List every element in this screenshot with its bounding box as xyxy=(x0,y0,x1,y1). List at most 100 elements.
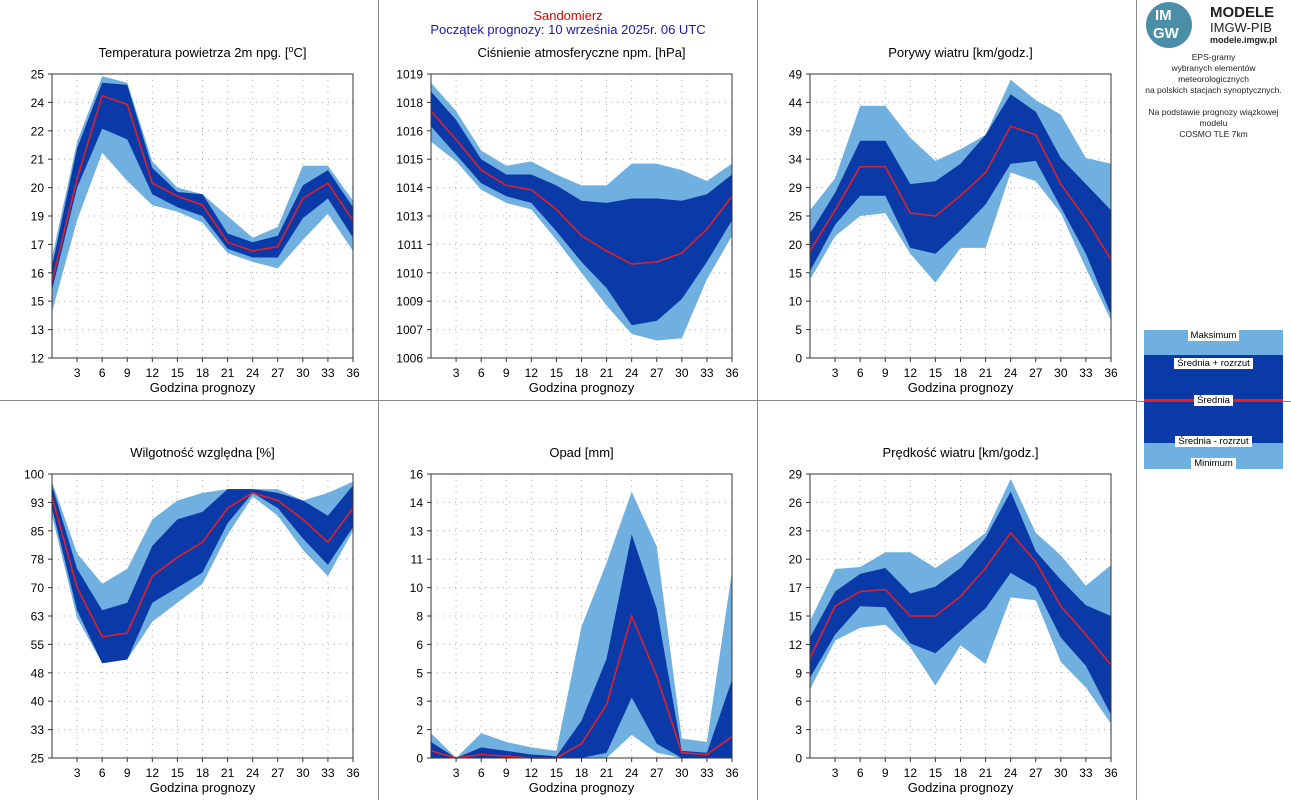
y-tick-label: 48 xyxy=(31,666,45,680)
station-name: Sandomierz xyxy=(533,8,603,23)
imgw-logo: IM GW MODELE IMGW-PIB modele.imgw.pl xyxy=(1146,2,1286,48)
y-tick-label: 63 xyxy=(31,610,45,624)
x-axis-label: Godzina prognozy xyxy=(529,780,635,795)
x-tick-label: 21 xyxy=(600,366,614,380)
y-tick-label: 15 xyxy=(789,610,803,624)
y-tick-label: 100 xyxy=(24,468,44,482)
y-tick-label: 1007 xyxy=(396,323,423,337)
x-tick-label: 30 xyxy=(675,766,689,780)
x-tick-label: 24 xyxy=(625,766,639,780)
x-tick-label: 27 xyxy=(650,766,664,780)
forecast-start: Początek prognozy: 10 września 2025r. 06… xyxy=(430,22,706,37)
chart-panel-2: Ciśnienie atmosferyczne npm. [hPa] 1006 10… xyxy=(396,45,739,395)
x-tick-label: 33 xyxy=(321,766,335,780)
x-tick-label: 18 xyxy=(575,366,589,380)
mean-line xyxy=(51,492,354,638)
y-tick-label: 25 xyxy=(31,752,45,766)
x-axis-label: Godzina prognozy xyxy=(908,780,1014,795)
chart-panel-1: Temperatura powietrza 2m npg. [oC] 12 13 15… xyxy=(31,44,360,395)
x-tick-label: 30 xyxy=(296,766,310,780)
legend-max: Maksimum xyxy=(1187,330,1240,341)
x-tick-label: 3 xyxy=(832,366,839,380)
y-tick-label: 85 xyxy=(31,524,45,538)
x-tick-label: 6 xyxy=(99,366,106,380)
band-spread xyxy=(810,94,1111,315)
x-tick-label: 3 xyxy=(74,366,81,380)
y-tick-label: 25 xyxy=(31,68,45,82)
x-tick-label: 6 xyxy=(857,766,864,780)
y-tick-label: 10 xyxy=(789,295,803,309)
badge-top: IM xyxy=(1155,7,1172,24)
x-tick-label: 36 xyxy=(346,766,360,780)
chart-title: Wilgotność względna [%] xyxy=(130,445,275,460)
x-tick-label: 30 xyxy=(1054,766,1068,780)
x-tick-label: 6 xyxy=(857,366,864,380)
y-tick-label: 1006 xyxy=(396,352,423,366)
y-tick-label: 17 xyxy=(789,581,803,595)
x-tick-label: 15 xyxy=(550,766,564,780)
y-tick-label: 44 xyxy=(789,96,803,110)
x-tick-label: 6 xyxy=(478,766,485,780)
x-tick-label: 33 xyxy=(700,766,714,780)
y-tick-label: 1013 xyxy=(396,210,423,224)
x-tick-label: 36 xyxy=(346,366,360,380)
x-tick-label: 36 xyxy=(1104,766,1118,780)
mean-line xyxy=(430,110,733,265)
mean-line xyxy=(430,613,733,759)
y-tick-label: 3 xyxy=(795,723,802,737)
x-tick-label: 15 xyxy=(929,366,943,380)
x-tick-label: 33 xyxy=(321,366,335,380)
desc-line-2: wybranych elementów meteorologicznych xyxy=(1171,63,1256,84)
y-tick-label: 6 xyxy=(795,695,802,709)
x-axis-label: Godzina prognozy xyxy=(529,380,635,395)
band-spread xyxy=(431,534,732,758)
y-tick-label: 24 xyxy=(31,96,45,110)
y-tick-label: 55 xyxy=(31,638,45,652)
x-tick-label: 3 xyxy=(453,766,460,780)
mean-line xyxy=(809,531,1112,666)
y-tick-label: 1009 xyxy=(396,295,423,309)
y-tick-label: 2 xyxy=(416,723,423,737)
panel-frames xyxy=(0,0,1137,800)
x-tick-label: 27 xyxy=(271,366,285,380)
x-tick-label: 27 xyxy=(1029,366,1043,380)
y-tick-label: 20 xyxy=(789,553,803,567)
description: EPS-gramy wybranych elementów meteorolog… xyxy=(1136,52,1291,151)
mean-line xyxy=(809,125,1112,260)
y-tick-label: 39 xyxy=(789,124,803,138)
legend-mean-minus: Średnia - rozrzut xyxy=(1175,436,1252,447)
x-tick-label: 9 xyxy=(124,366,131,380)
y-tick-label: 0 xyxy=(416,752,423,766)
y-tick-label: 40 xyxy=(31,695,45,709)
x-tick-label: 21 xyxy=(221,366,235,380)
imgw-badge: IM GW xyxy=(1146,2,1192,48)
y-tick-label: 0 xyxy=(795,752,802,766)
chart-panel-4: Wilgotność względna [%]25334048556370788… xyxy=(24,445,360,795)
y-tick-label: 21 xyxy=(31,153,45,167)
y-tick-label: 1019 xyxy=(396,68,423,82)
x-tick-label: 9 xyxy=(882,366,889,380)
x-tick-label: 36 xyxy=(725,766,739,780)
x-tick-label: 18 xyxy=(954,366,968,380)
x-tick-label: 24 xyxy=(1004,366,1018,380)
y-tick-label: 5 xyxy=(795,323,802,337)
x-tick-label: 3 xyxy=(832,766,839,780)
mean-line xyxy=(51,94,354,282)
x-tick-label: 24 xyxy=(1004,766,1018,780)
chart-title: Opad [mm] xyxy=(549,445,613,460)
legend-mean-plus: Średnia + rozrzut xyxy=(1174,358,1253,369)
x-tick-label: 3 xyxy=(74,766,81,780)
y-tick-label: 3 xyxy=(416,695,423,709)
chart-panel-3: Porywy wiatru [km/godz.]0510152025293439… xyxy=(789,45,1118,395)
y-tick-label: 23 xyxy=(789,524,803,538)
x-axis-label: Godzina prognozy xyxy=(150,380,256,395)
x-tick-label: 21 xyxy=(600,766,614,780)
x-tick-label: 15 xyxy=(550,366,564,380)
y-tick-label: 10 xyxy=(410,581,424,595)
y-tick-label: 11 xyxy=(411,553,424,567)
chart-title: Prędkość wiatru [km/godz.] xyxy=(882,445,1038,460)
x-tick-label: 21 xyxy=(979,366,993,380)
x-tick-label: 27 xyxy=(650,366,664,380)
band-spread xyxy=(52,82,353,291)
